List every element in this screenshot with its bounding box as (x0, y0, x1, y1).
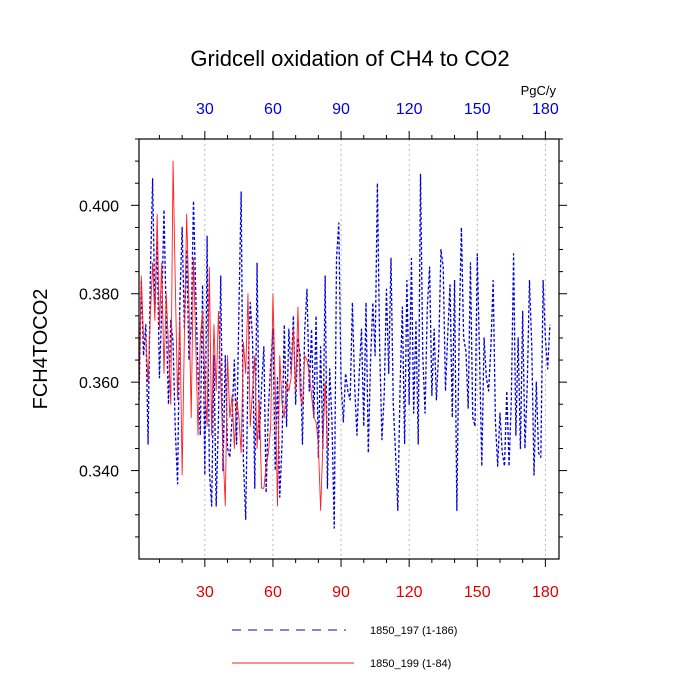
series-line-1850-197 (138, 173, 551, 529)
y-tick-label: 0.380 (79, 287, 119, 304)
series-line-1850-199 (138, 160, 328, 511)
x-tick-label-bottom: 60 (264, 584, 282, 601)
x-tick-label-top: 150 (464, 101, 491, 118)
chart-title: Gridcell oxidation of CH4 to CO2 (190, 46, 509, 71)
x-tick-label-top: 180 (532, 101, 559, 118)
plot-frame (138, 138, 560, 560)
legend-label-1850-199: 1850_199 (1-84) (370, 658, 451, 670)
y-tick-label: 0.360 (79, 375, 119, 392)
x-tick-label-bottom: 150 (464, 584, 491, 601)
y-tick-label: 0.400 (79, 198, 119, 215)
x-tick-label-top: 60 (264, 101, 282, 118)
series-layer (138, 160, 551, 529)
axis-ticks: 30 30 60 60 90 90 120 120 150 150 180 180 0.340 0.360… (79, 101, 567, 601)
x-tick-label-bottom: 90 (332, 584, 350, 601)
y-tick-label: 0.340 (79, 464, 119, 481)
x-tick-label-top: 120 (396, 101, 423, 118)
top-axis-units: PgC/y (521, 83, 557, 98)
x-tick-label-bottom: 30 (196, 584, 214, 601)
x-tick-label-top: 30 (196, 101, 214, 118)
x-tick-label-bottom: 120 (396, 584, 423, 601)
x-tick-label-top: 90 (332, 101, 350, 118)
legend: 1850_197 (1-186) 1850_199 (1-84) (232, 625, 457, 670)
x-tick-label-bottom: 180 (532, 584, 559, 601)
legend-label-1850-197: 1850_197 (1-186) (370, 625, 457, 637)
y-axis-label: FCH4TOCO2 (30, 289, 52, 410)
